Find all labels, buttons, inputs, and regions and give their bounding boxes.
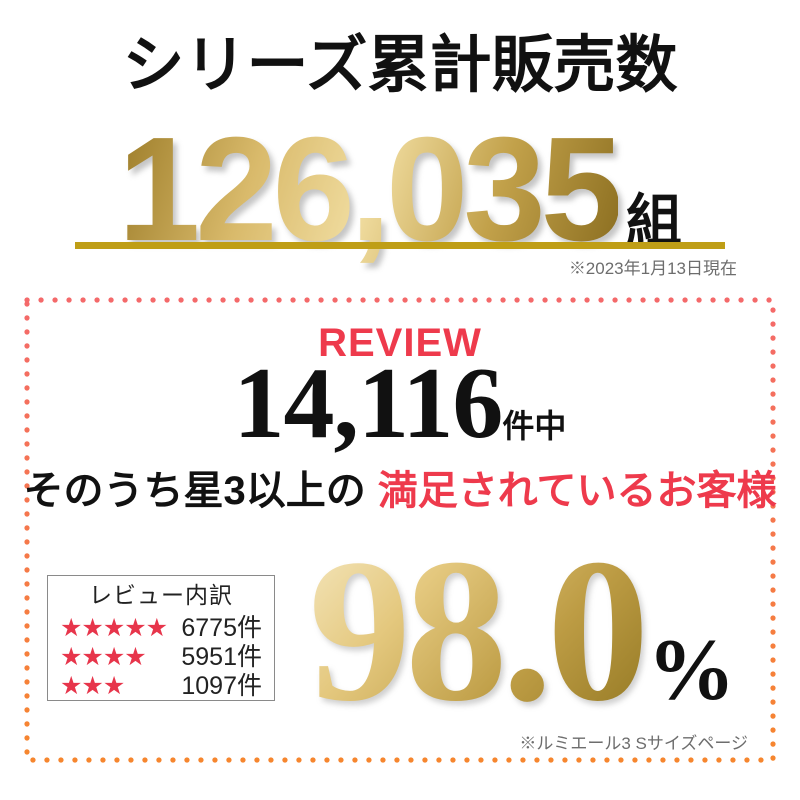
satisfaction-percent-number: 98.0 xyxy=(308,517,650,744)
condition-prefix: そのうち星3以上の xyxy=(23,469,366,513)
review-label: REVIEW xyxy=(318,321,482,365)
page-footnote: ※ルミエール3 Sサイズページ xyxy=(519,734,748,753)
sales-date-note: ※2023年1月13日現在 xyxy=(568,259,737,278)
five-star-count: 6775件 xyxy=(181,613,262,642)
percent-sign: % xyxy=(647,622,736,719)
satisfaction-condition: そのうち星3以上の 満足されているお客様 xyxy=(22,465,778,517)
three-star-count: 1097件 xyxy=(181,671,262,700)
review-total-number: 14,116 xyxy=(233,347,504,460)
breakdown-title: レビュー内訳 xyxy=(89,582,233,608)
four-star-count: 5951件 xyxy=(181,642,262,671)
dotted-border xyxy=(24,297,776,763)
breakdown-row-4star: ★★★★ 5951件 xyxy=(60,643,262,672)
breakdown-row-5star: ★★★★★ 6775件 xyxy=(60,614,262,643)
four-star-icons: ★★★★ xyxy=(60,642,147,671)
review-breakdown-box: レビュー内訳 ★★★★★ 6775件 ★★★★ 5951件 ★★★ 1097件 xyxy=(47,575,275,701)
review-panel: REVIEW 14,116件中 そのうち星3以上の 満足されているお客様 レビュー… xyxy=(22,295,778,765)
three-star-icons: ★★★ xyxy=(60,671,125,700)
five-star-icons: ★★★★★ xyxy=(60,613,168,642)
sales-count-unit: 組 xyxy=(625,189,682,252)
sales-count-number: 126,035 xyxy=(118,107,623,272)
review-count-row: 14,116件中 xyxy=(22,353,778,455)
review-total-suffix: 件中 xyxy=(502,408,567,444)
satisfaction-percent-row: 98.0% xyxy=(272,528,772,733)
sales-count-row: 126,035 組 xyxy=(0,116,800,264)
breakdown-row-3star: ★★★ 1097件 xyxy=(60,672,262,701)
gold-underline xyxy=(75,242,725,249)
condition-highlight: 満足されているお客様 xyxy=(377,469,777,513)
series-sales-title: シリーズ累計販売数 xyxy=(122,31,678,100)
